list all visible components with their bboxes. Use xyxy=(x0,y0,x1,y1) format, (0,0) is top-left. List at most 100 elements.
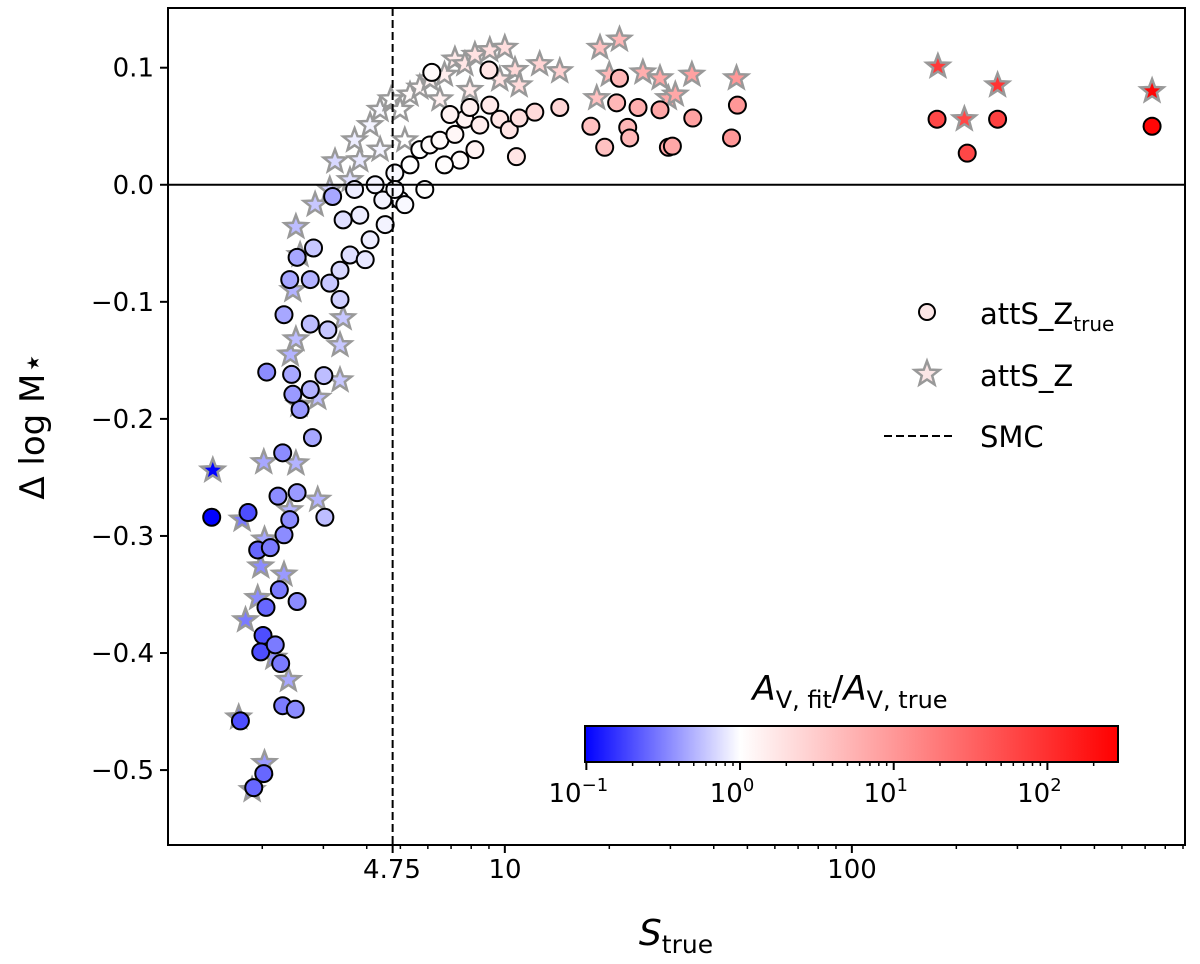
star-point xyxy=(660,79,691,108)
star-point xyxy=(645,62,675,91)
star-point xyxy=(545,55,575,84)
star-point xyxy=(949,103,980,132)
star-markers xyxy=(197,24,1167,803)
circle-point xyxy=(415,179,435,199)
colorbar-label: AV, fit/AV, true xyxy=(750,669,947,714)
legend-circle-marker xyxy=(918,303,936,321)
circle-point xyxy=(727,95,747,115)
star-point xyxy=(249,446,279,475)
circle-point xyxy=(550,98,570,118)
circle-point xyxy=(280,510,300,530)
circle-point xyxy=(434,155,454,175)
circle-point xyxy=(650,100,670,120)
star-point xyxy=(273,664,304,693)
circle-point xyxy=(345,179,365,199)
circle-point xyxy=(350,205,370,225)
circle-point xyxy=(957,143,977,163)
star-point xyxy=(325,329,355,358)
y-tick-label: −0.5 xyxy=(91,756,154,786)
circle-point xyxy=(479,60,499,80)
circle-point xyxy=(287,247,307,267)
circle-point xyxy=(202,507,222,527)
star-point xyxy=(455,74,485,103)
circle-point xyxy=(400,155,420,175)
circle-point xyxy=(330,260,350,280)
circle-point xyxy=(620,128,640,148)
star-point xyxy=(504,69,535,98)
x-tick-labels: 4.75 10 100 xyxy=(363,855,877,885)
star-point xyxy=(721,62,752,91)
circle-point xyxy=(385,179,405,199)
circle-point xyxy=(290,400,310,420)
circle-point xyxy=(287,592,307,612)
x-tick-label: 4.75 xyxy=(363,855,421,885)
circle-point xyxy=(282,364,302,384)
circle-point xyxy=(287,483,307,503)
plot-frame xyxy=(167,7,1186,846)
colorbar-tick-label: 10−1 xyxy=(549,775,609,809)
star-point xyxy=(425,83,455,112)
colorbar-tick-label: 101 xyxy=(863,775,908,809)
circle-point xyxy=(254,764,274,784)
x-axis-label: Strue xyxy=(639,913,713,959)
legend-entry-smc: SMC xyxy=(884,420,1044,454)
legend-label: attS_Ztrue xyxy=(980,297,1114,336)
star-point xyxy=(281,211,311,240)
circle-point xyxy=(722,128,742,148)
star-point xyxy=(1137,75,1167,104)
star-point xyxy=(604,24,635,53)
colorbar-tick-label: 100 xyxy=(710,775,755,809)
star-point xyxy=(585,32,615,61)
circle-point xyxy=(422,62,442,82)
circle-point xyxy=(300,314,320,334)
circle-point xyxy=(268,486,288,506)
circle-point xyxy=(683,108,703,128)
circle-point xyxy=(395,195,415,215)
circle-point xyxy=(300,380,320,400)
star-point xyxy=(628,56,658,85)
circle-point xyxy=(283,384,303,404)
circle-point xyxy=(302,428,322,448)
y-tick-label: −0.4 xyxy=(91,639,154,669)
x-axis xyxy=(261,845,1184,853)
y-tick-labels: −0.5 −0.4 −0.3 −0.2 −0.1 0.0 0.1 xyxy=(91,54,154,786)
y-axis xyxy=(160,66,168,772)
y-axis-label: Δ log M⋆ xyxy=(13,352,53,499)
colorbar: AV, fit/AV, true xyxy=(584,669,1119,770)
circle-point xyxy=(300,270,320,290)
circle-markers xyxy=(202,60,1162,798)
star-point xyxy=(581,82,612,111)
star-point xyxy=(355,109,385,138)
star-point xyxy=(365,133,395,163)
star-point xyxy=(389,124,420,153)
y-tick-label: −0.1 xyxy=(91,288,154,318)
colorbar-ticks xyxy=(585,762,1095,770)
circle-point xyxy=(440,105,460,125)
circle-point xyxy=(333,210,353,230)
star-point xyxy=(320,145,350,174)
star-point xyxy=(302,484,333,513)
star-point xyxy=(385,94,415,123)
star-point xyxy=(269,559,299,588)
circle-point xyxy=(450,150,470,170)
circle-point xyxy=(230,711,250,731)
circle-point xyxy=(609,68,629,88)
star-point xyxy=(300,189,330,218)
legend-entry-attS-Z: attS_Z xyxy=(911,357,1073,393)
star-point xyxy=(230,604,261,633)
circle-point xyxy=(238,503,258,523)
x-tick-label: 10 xyxy=(488,855,521,885)
circle-point xyxy=(269,580,289,600)
circle-point xyxy=(320,273,340,293)
circle-point xyxy=(314,366,334,386)
circle-point xyxy=(445,124,465,144)
legend-label: SMC xyxy=(980,420,1044,454)
star-point xyxy=(677,59,707,88)
y-tick-label: −0.3 xyxy=(91,522,154,552)
circle-point xyxy=(315,507,335,527)
star-point xyxy=(339,124,370,153)
star-point xyxy=(197,454,228,484)
star-point xyxy=(344,144,375,173)
legend-star-marker xyxy=(911,357,943,388)
